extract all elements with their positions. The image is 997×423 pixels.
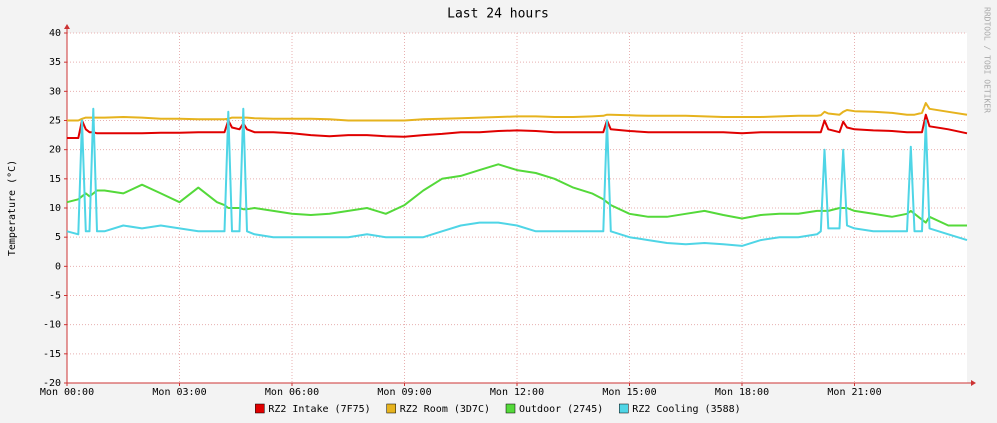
y-tick-label: -20	[43, 378, 61, 389]
legend-label: Outdoor (2745)	[519, 404, 603, 415]
series-line	[66, 107, 968, 247]
y-tick-label: 10	[49, 203, 61, 214]
legend-swatch	[505, 403, 516, 414]
series-line	[67, 102, 968, 122]
x-axis-arrow	[971, 380, 976, 386]
legend-label: RZ2 Room (3D7C)	[400, 404, 490, 415]
x-tick-label: Mon 09:00	[377, 387, 431, 398]
series-line	[67, 113, 968, 139]
x-tick-label: Mon 21:00	[827, 387, 881, 398]
legend-label: RZ2 Cooling (3588)	[632, 404, 740, 415]
x-tick-label: Mon 12:00	[490, 387, 544, 398]
x-tick-label: Mon 03:00	[152, 387, 206, 398]
legend-label: RZ2 Intake (7F75)	[268, 404, 370, 415]
y-tick-label: 30	[49, 86, 61, 97]
legend-swatch	[386, 403, 396, 414]
legend-swatch	[619, 403, 629, 414]
y-tick-label: 40	[49, 28, 61, 39]
x-tick-label: Mon 18:00	[715, 387, 769, 398]
y-tick-label: 35	[49, 57, 61, 68]
y-tick-label: -15	[43, 349, 61, 360]
watermark: RRDTOOL / TOBI OETIKER	[983, 7, 992, 113]
x-tick-label: Mon 00:00	[40, 387, 94, 398]
y-tick-label: 25	[49, 116, 61, 127]
y-axis-arrow	[64, 24, 70, 29]
chart-title: Last 24 hours	[447, 7, 549, 22]
y-tick-label: 20	[49, 145, 61, 156]
y-tick-label: 5	[55, 232, 61, 243]
y-tick-label: -10	[43, 320, 61, 331]
x-tick-label: Mon 06:00	[265, 387, 319, 398]
y-tick-label: 15	[49, 174, 61, 185]
x-tick-label: Mon 15:00	[602, 387, 656, 398]
legend-swatch	[255, 403, 265, 414]
y-axis-label: Temperature (°C)	[7, 160, 18, 256]
series-line	[66, 163, 967, 227]
y-tick-label: 0	[55, 261, 61, 272]
y-tick-label: -5	[49, 291, 61, 302]
